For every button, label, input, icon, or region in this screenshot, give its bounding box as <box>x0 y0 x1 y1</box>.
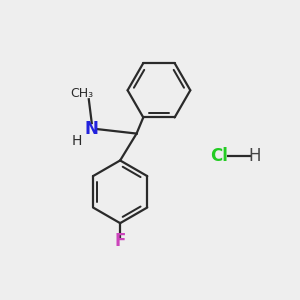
Text: F: F <box>115 232 126 250</box>
Text: H: H <box>72 134 82 148</box>
Text: H: H <box>248 147 261 165</box>
Text: Cl: Cl <box>210 147 228 165</box>
Text: CH₃: CH₃ <box>70 87 93 100</box>
Text: N: N <box>85 120 99 138</box>
